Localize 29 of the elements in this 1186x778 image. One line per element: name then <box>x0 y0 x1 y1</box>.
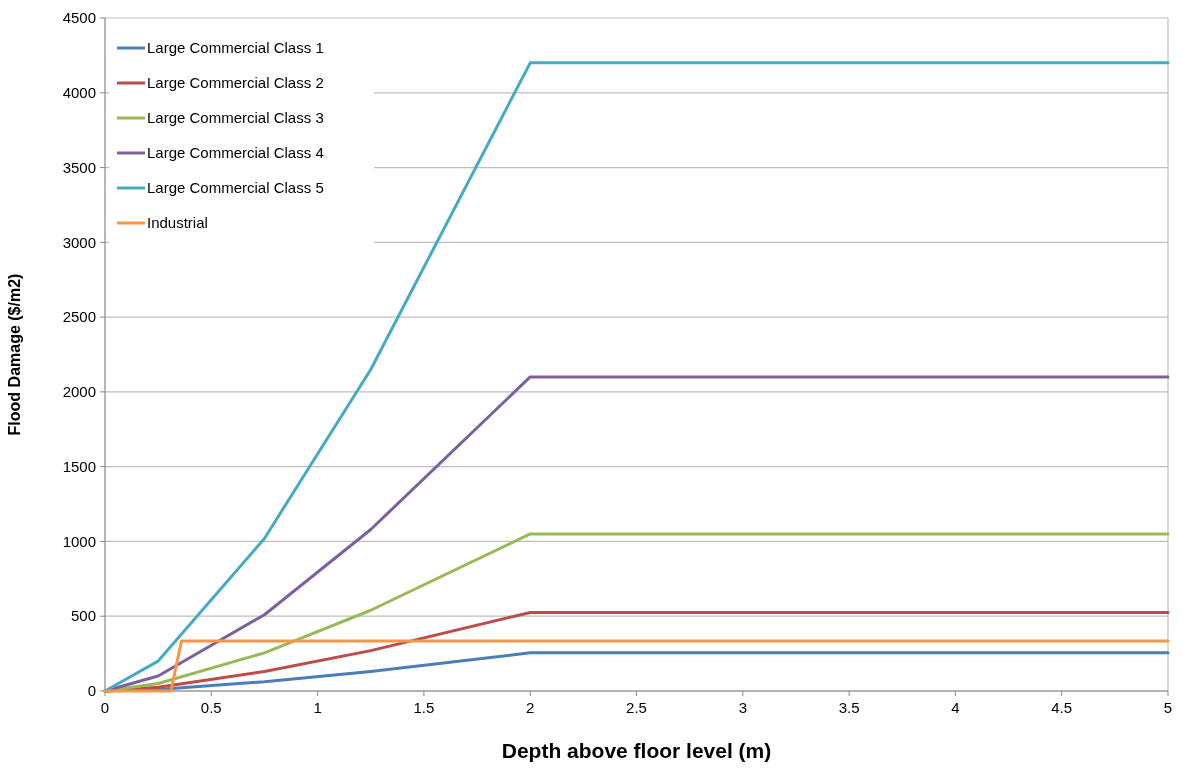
legend-label: Industrial <box>147 214 208 232</box>
y-tick-label: 500 <box>70 607 96 625</box>
x-tick-label: 1.5 <box>413 699 435 716</box>
x-tick-label: 1 <box>313 699 322 716</box>
y-tick-label: 4500 <box>62 9 96 27</box>
y-tick-label: 3500 <box>62 158 96 176</box>
legend-label: Large Commercial Class 4 <box>147 144 324 162</box>
x-tick-label: 5 <box>1163 699 1173 716</box>
x-tick-label: 4 <box>951 699 960 716</box>
y-tick-label: 2500 <box>62 308 96 326</box>
y-tick-label: 2000 <box>62 383 96 401</box>
y-tick-label: 3000 <box>62 233 96 251</box>
y-tick-label: 0 <box>87 682 96 700</box>
x-tick-label: 3 <box>738 699 747 716</box>
x-tick-label: 0 <box>100 699 110 716</box>
y-axis-title: Flood Damage ($/m2) <box>6 273 23 436</box>
y-tick-label: 1000 <box>62 532 96 550</box>
x-tick-label: 2 <box>526 699 535 716</box>
x-tick-label: 0.5 <box>200 699 222 716</box>
x-axis-title: Depth above floor level (m) <box>501 739 772 762</box>
legend-label: Large Commercial Class 3 <box>147 109 324 127</box>
x-tick-label: 4.5 <box>1051 699 1073 716</box>
legend-label: Large Commercial Class 1 <box>147 39 324 57</box>
x-tick-label: 3.5 <box>838 699 860 716</box>
x-tick-label: 2.5 <box>626 699 647 716</box>
y-tick-label: 4000 <box>62 84 96 102</box>
y-tick-label: 1500 <box>62 457 96 475</box>
legend-label: Large Commercial Class 5 <box>147 179 324 197</box>
legend-label: Large Commercial Class 2 <box>147 74 324 92</box>
